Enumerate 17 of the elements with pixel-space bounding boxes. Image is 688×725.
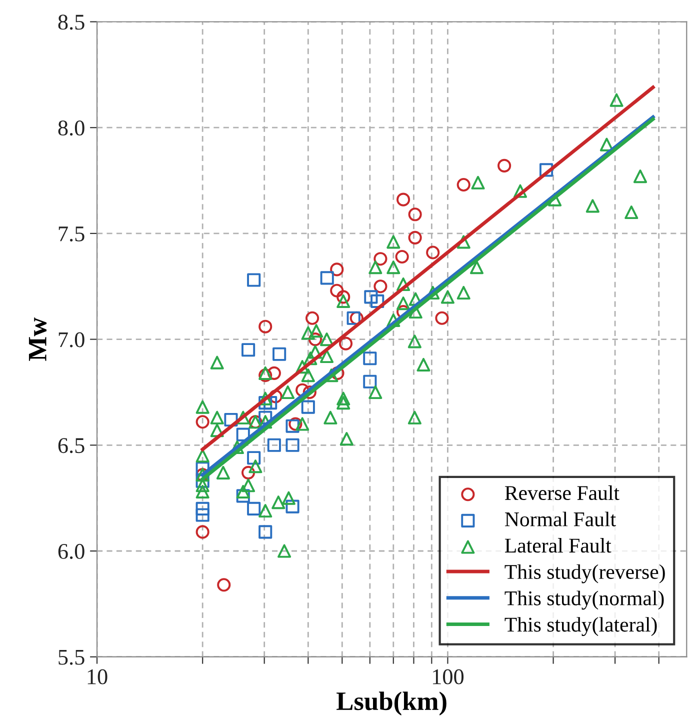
legend-label: This study(normal) xyxy=(504,590,664,610)
legend-label: This study(lateral) xyxy=(504,617,657,636)
y-tick-label: 5.5 xyxy=(58,650,84,665)
y-tick-label: 8.5 xyxy=(58,14,84,30)
y-axis-title: Mw xyxy=(28,317,47,361)
x-tick-label: 10 xyxy=(88,669,108,684)
y-tick-label: 7.5 xyxy=(58,226,84,242)
y-tick-label: 7.0 xyxy=(58,332,84,348)
y-tick-label: 6.0 xyxy=(58,544,84,560)
y-tick-label: 8.0 xyxy=(58,120,84,136)
legend-label: This study(reverse) xyxy=(504,564,665,584)
x-tick-label: 100 xyxy=(433,669,464,684)
legend-label: Lateral Fault xyxy=(504,538,612,553)
legend-label: Reverse Fault xyxy=(504,485,620,500)
legend-label: Normal Fault xyxy=(504,512,616,526)
x-axis-title: Lsub(km) xyxy=(336,692,446,716)
y-tick-label: 6.5 xyxy=(58,438,84,454)
